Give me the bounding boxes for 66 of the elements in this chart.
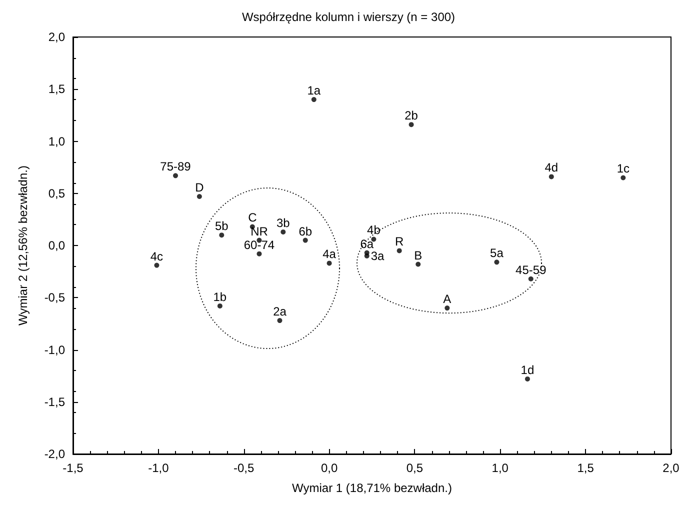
annotation: 5a: [490, 246, 504, 260]
annotation: 2a: [273, 304, 287, 319]
y-tick-label: -2,0: [44, 447, 66, 461]
annotation: 1b: [213, 290, 227, 304]
point: [364, 253, 370, 258]
point: [311, 97, 316, 102]
x-tick-label: 0,5: [406, 461, 424, 475]
y-tick-label: -1,0: [44, 342, 66, 357]
point: [326, 260, 332, 266]
y-tick-label: 0,5: [48, 186, 66, 200]
annotation: NR: [250, 224, 268, 238]
point: [524, 376, 530, 382]
annotation: 1c: [616, 162, 630, 176]
point: [173, 173, 178, 178]
point: [217, 303, 222, 308]
point: [494, 260, 500, 265]
point: [154, 262, 160, 268]
annotation: 45-59: [516, 262, 547, 277]
point: [548, 174, 554, 180]
annotation: 5b: [214, 219, 229, 234]
annotation: R: [395, 234, 404, 249]
point: [396, 248, 402, 254]
point: [219, 232, 224, 238]
y-axis-title: Wymiar 2 (12,56% bezwładn.): [16, 166, 30, 326]
point: [280, 229, 286, 234]
point: [256, 251, 262, 256]
x-tick-label: 1,0: [492, 461, 509, 475]
annotation: B: [414, 248, 422, 262]
x-tick-label: 2,0: [662, 461, 680, 475]
y-tick-label: -0,5: [44, 290, 66, 305]
annotation: 1a: [307, 84, 321, 98]
chart-title: Współrzędne kolumn i wierszy (n = 300): [242, 10, 456, 24]
x-tick-label: -1,5: [62, 461, 84, 475]
annotation: 6b: [298, 224, 312, 238]
annotation: 4c: [150, 249, 164, 264]
y-tick-label: 0,0: [48, 238, 66, 252]
annotation: 4d: [544, 160, 558, 175]
annotation: 4a: [322, 247, 336, 262]
x-axis-title: Wymiar 1 (18,71% bezwładn.): [292, 481, 452, 495]
point: [277, 318, 282, 324]
annotation: 1d: [520, 362, 534, 377]
point: [444, 306, 450, 311]
x-tick-label: -0,5: [234, 461, 255, 475]
point: [620, 175, 626, 180]
point: [528, 276, 534, 282]
annotation: 3b: [276, 216, 290, 230]
annotation: 75-89: [160, 160, 192, 174]
y-tick-label: 1,0: [48, 134, 66, 148]
x-tick-label: -1,0: [148, 461, 170, 475]
annotation: 60-74: [244, 238, 275, 252]
annotation: D: [195, 180, 204, 195]
annotation: 3a: [370, 248, 385, 263]
x-tick-label: 1,5: [577, 461, 594, 475]
y-tick-label: 1,5: [48, 82, 66, 96]
point: [408, 122, 414, 128]
annotation: 6a: [360, 236, 374, 251]
y-tick-label: 2,0: [48, 30, 66, 44]
annotation: A: [443, 292, 452, 306]
annotation: 4b: [367, 223, 381, 238]
point: [416, 262, 421, 267]
x-tick-label: 0,0: [320, 461, 338, 475]
y-tick-label: -1,5: [44, 394, 66, 409]
point: [196, 194, 202, 199]
annotation: C: [248, 210, 258, 225]
annotation: 2b: [404, 108, 418, 123]
point: [302, 238, 308, 243]
